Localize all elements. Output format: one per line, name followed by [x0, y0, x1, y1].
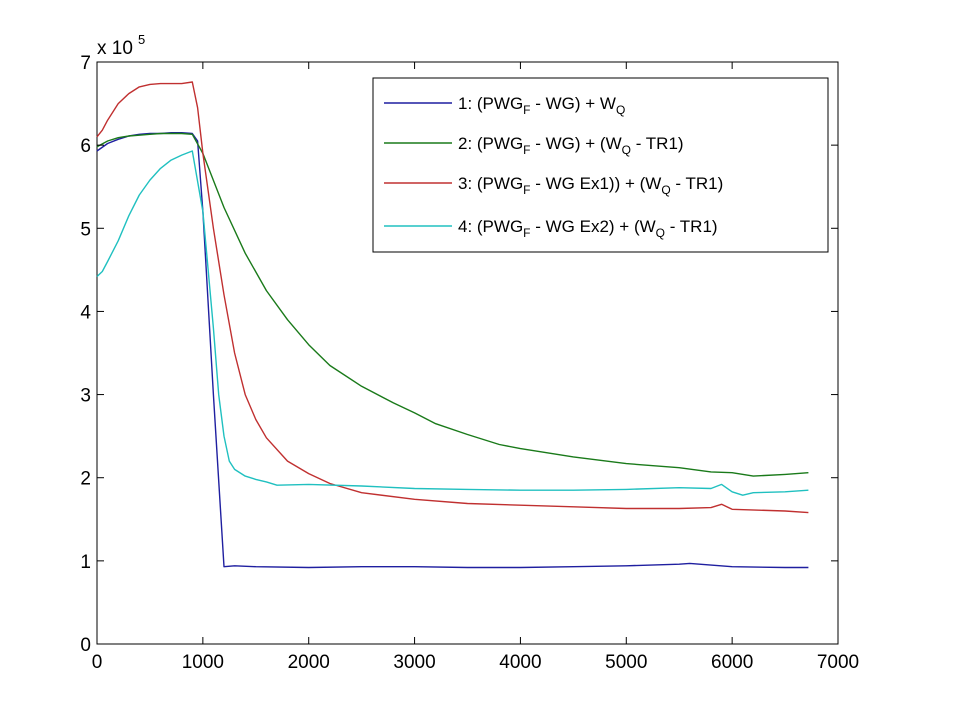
y-tick-label: 6 — [80, 136, 91, 157]
legend-entry-4: 4: (PWGF - WG Ex2) + (WQ - TR1) — [458, 217, 718, 240]
series-layer — [96, 81, 809, 569]
y-tick-label: 7 — [80, 53, 91, 74]
x-tick-label: 2000 — [288, 652, 330, 673]
x-tick-label: 3000 — [393, 652, 435, 673]
legend-entry-2: 2: (PWGF - WG) + (WQ - TR1) — [458, 134, 684, 157]
y-tick-label: 1 — [80, 552, 91, 573]
y-tick-label: 5 — [80, 219, 91, 240]
y-exponent-base: x 10 — [97, 38, 133, 59]
x-tick-label: 6000 — [711, 652, 753, 673]
x-tick-label: 5000 — [605, 652, 647, 673]
legend-entry-3: 3: (PWGF - WG Ex1)) + (WQ - TR1) — [458, 174, 723, 197]
y-tick-label: 0 — [80, 635, 91, 656]
x-tick-label: 7000 — [817, 652, 859, 673]
y-tick-label: 2 — [80, 469, 91, 490]
legend: 1: (PWGF - WG) + WQ 2: (PWGF - WG) + (WQ … — [372, 77, 829, 253]
legend-entry-1: 1: (PWGF - WG) + WQ — [458, 94, 625, 117]
series-line-4 — [96, 150, 809, 496]
series-line-3 — [96, 81, 809, 514]
y-tick-label: 3 — [80, 386, 91, 407]
axis-ticks: 0 1000 2000 3000 4000 5000 6000 7000 0 1 2 3 4 5 6 7 — [80, 53, 859, 673]
x-tick-label: 4000 — [499, 652, 541, 673]
y-axis-exponent: x 10 5 — [97, 32, 145, 59]
series-line-2 — [96, 132, 809, 477]
y-tick-label: 4 — [80, 302, 91, 323]
series-line-1 — [96, 131, 809, 569]
x-tick-label: 0 — [92, 652, 103, 673]
x-tick-label: 1000 — [182, 652, 224, 673]
y-exponent-power: 5 — [138, 32, 145, 47]
legend-box — [372, 77, 829, 253]
